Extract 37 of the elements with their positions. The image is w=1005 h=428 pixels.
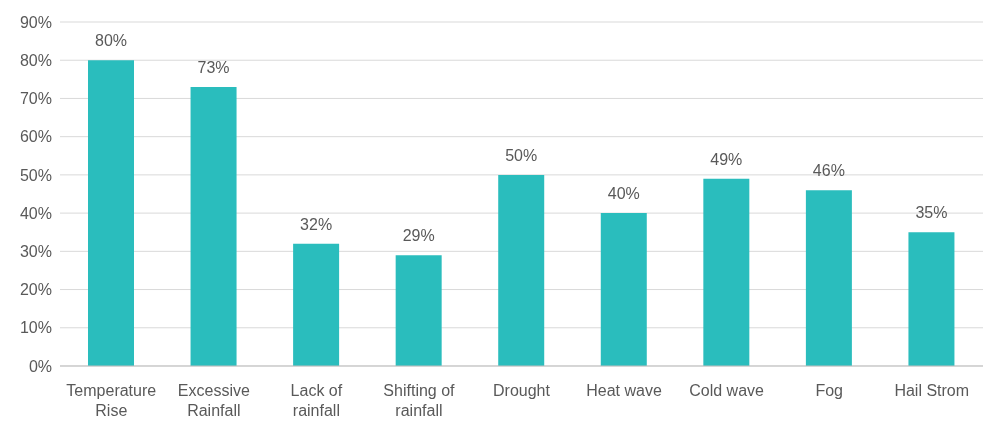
- x-tick-label: Hail Strom: [894, 382, 970, 399]
- data-label: 50%: [505, 146, 538, 164]
- y-tick-label: 70%: [19, 90, 52, 108]
- bar: [293, 243, 340, 366]
- data-label: 29%: [402, 227, 435, 245]
- y-tick-label: 30%: [19, 243, 52, 261]
- x-tick-label: Cold wave: [689, 382, 765, 399]
- x-tick-label: Lack of rainfall: [290, 382, 343, 419]
- bar: [498, 174, 545, 366]
- y-tick-label: 40%: [19, 204, 52, 222]
- data-label: 32%: [300, 215, 333, 233]
- x-tick-label: Drought: [493, 382, 551, 399]
- data-label: 35%: [915, 204, 948, 222]
- bar: [395, 255, 442, 366]
- x-tick-label: Excessive Rainfall: [177, 382, 250, 419]
- data-label: 40%: [607, 185, 640, 203]
- bar: [805, 190, 852, 366]
- x-tick-label: Temperature Rise: [66, 382, 157, 419]
- data-label: 80%: [94, 32, 128, 50]
- y-tick-label: 10%: [19, 319, 52, 337]
- data-label: 49%: [710, 150, 743, 168]
- bar: [190, 86, 237, 366]
- x-tick-label: Fog: [815, 382, 843, 399]
- y-tick-label: 0%: [28, 357, 52, 375]
- bar: [88, 60, 134, 366]
- bar: [703, 178, 750, 366]
- x-tick-label: Shifting of rainfall: [383, 382, 456, 419]
- y-tick-label: 60%: [19, 128, 52, 146]
- x-tick-label: Heat wave: [586, 382, 662, 399]
- data-label: 73%: [197, 58, 230, 76]
- y-tick-label: 90%: [19, 13, 52, 31]
- y-tick-label: 20%: [19, 281, 52, 299]
- bar: [908, 232, 955, 366]
- data-label: 46%: [812, 162, 845, 180]
- y-tick-label: 50%: [19, 166, 52, 184]
- y-tick-label: 80%: [19, 51, 52, 69]
- bar: [600, 213, 647, 366]
